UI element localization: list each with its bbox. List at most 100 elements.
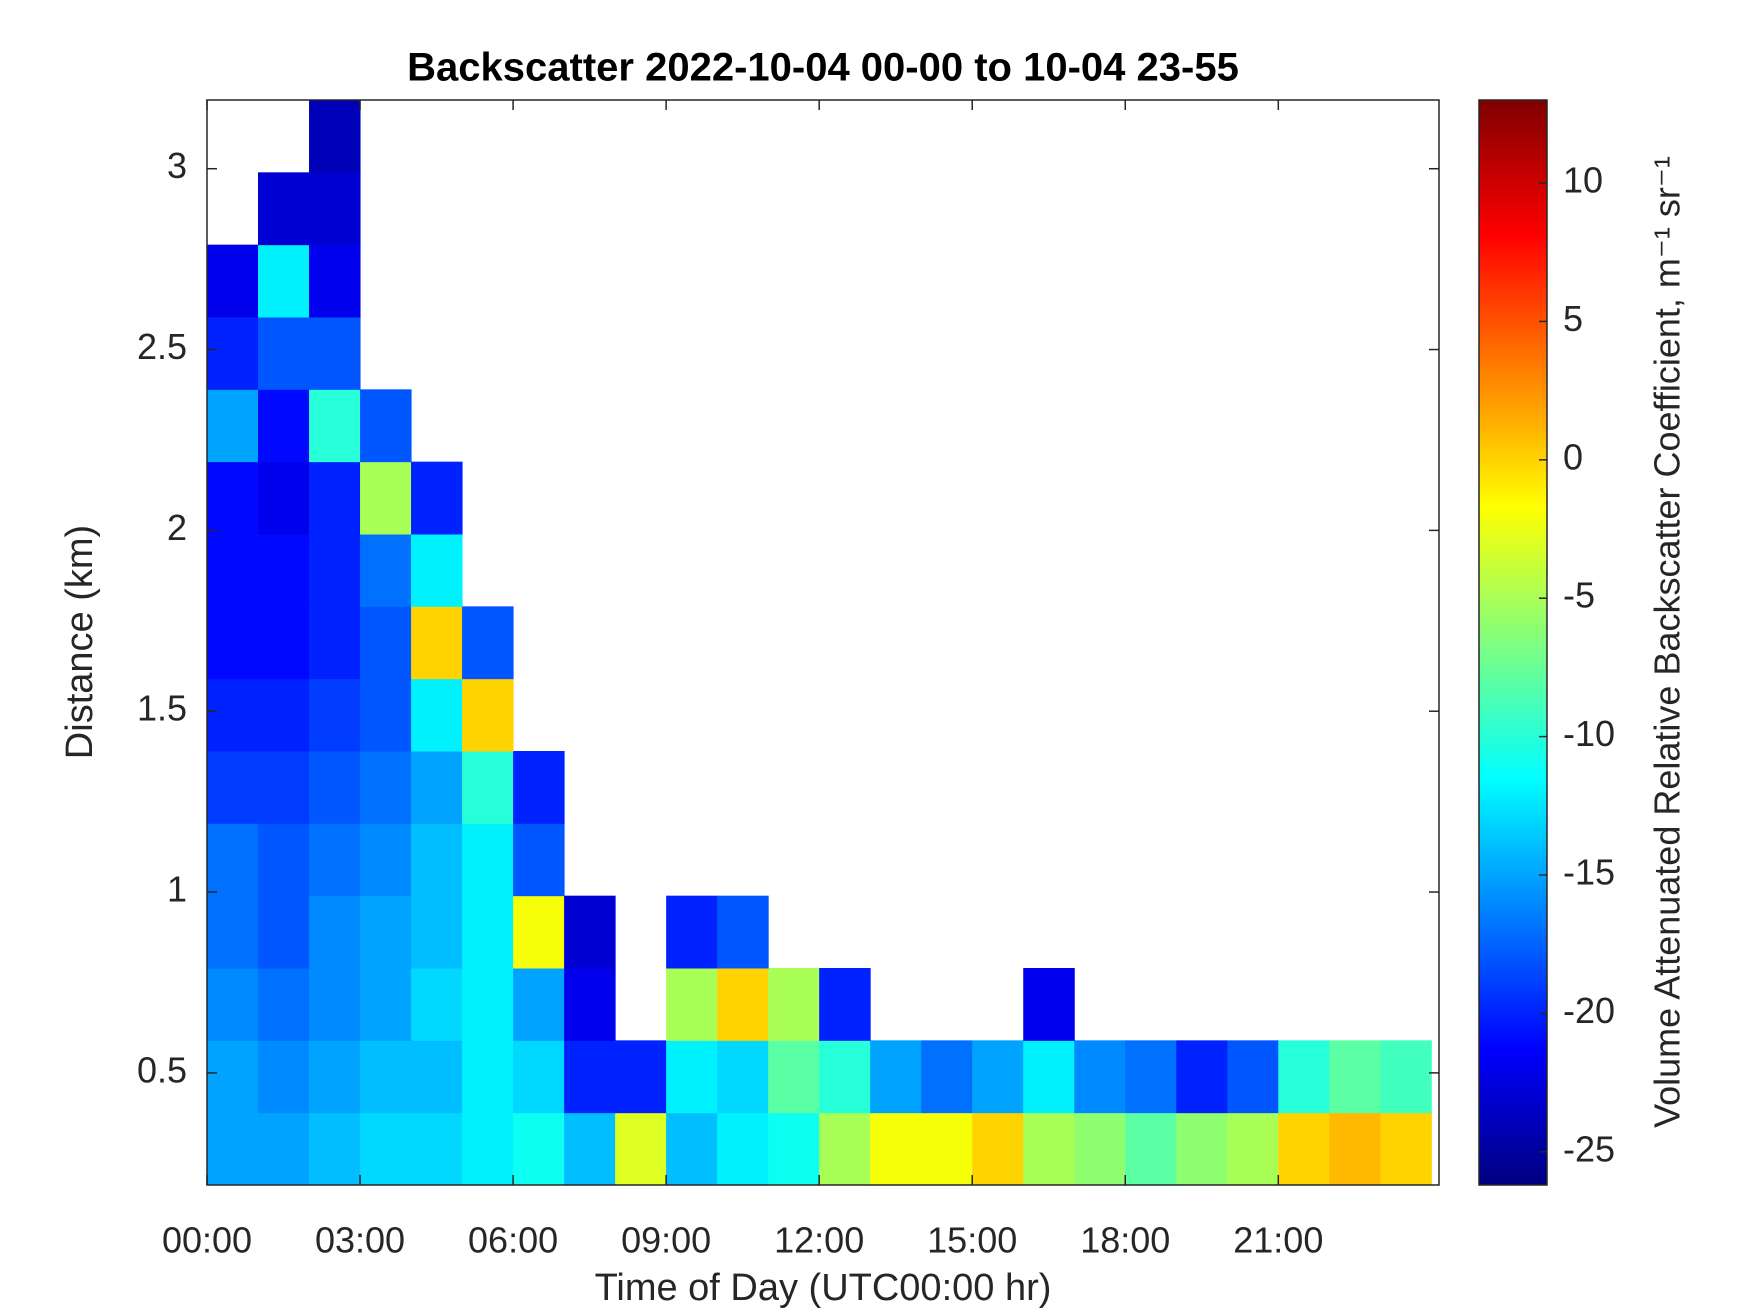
x-tick-label: 12:00 (774, 1220, 864, 1261)
heatmap-cell (564, 1112, 616, 1186)
heatmap-cell (360, 534, 412, 607)
heatmap-cell (309, 606, 361, 680)
heatmap-cell (309, 1040, 361, 1114)
heatmap-cell (564, 895, 616, 969)
heatmap-cell (411, 606, 463, 680)
heatmap-cell (411, 678, 463, 752)
heatmap-cell (309, 100, 361, 173)
heatmap-cell (360, 461, 412, 535)
heatmap-cell (360, 895, 412, 969)
heatmap-cell (411, 751, 463, 824)
heatmap-cell (564, 968, 616, 1041)
colorbar-tick-label: -5 (1563, 575, 1595, 616)
heatmap-cell (462, 823, 514, 897)
y-tick-label: 0.5 (137, 1049, 187, 1090)
heatmap-cell (309, 244, 361, 318)
heatmap-cell (513, 968, 565, 1041)
heatmap-cell (1278, 1040, 1330, 1114)
heatmap-cell (411, 1112, 463, 1186)
heatmap-cell (207, 823, 259, 897)
heatmap-cell (819, 1040, 871, 1114)
heatmap-cell (870, 1040, 922, 1114)
x-tick-label: 21:00 (1233, 1220, 1323, 1261)
heatmap-cell (411, 461, 463, 535)
heatmap-cell (258, 389, 310, 463)
heatmap-cell (666, 895, 718, 969)
heatmap-cell (207, 317, 259, 390)
heatmap-cell (1074, 1040, 1126, 1114)
heatmap-cell (309, 823, 361, 897)
heatmap-cell (462, 678, 514, 752)
heatmap-cell (717, 1112, 769, 1186)
heatmap-cell (207, 895, 259, 969)
heatmap-cell (258, 895, 310, 969)
heatmap-cell (309, 317, 361, 390)
heatmap-cell (360, 389, 412, 463)
y-tick-label: 1 (167, 869, 187, 910)
heatmap-cell (1125, 1040, 1177, 1114)
heatmap-cell (309, 968, 361, 1041)
heatmap-cell (513, 1040, 565, 1114)
heatmap-cell (258, 823, 310, 897)
heatmap-cell (1329, 1112, 1381, 1186)
heatmap-cell (1227, 1112, 1279, 1186)
heatmap-cell (360, 751, 412, 824)
heatmap-cell (258, 751, 310, 824)
heatmap-cell (819, 968, 871, 1041)
heatmap-cell (1023, 1040, 1075, 1114)
plot-frame (206, 99, 1440, 1186)
heatmap-cell (462, 968, 514, 1041)
x-tick-label: 00:00 (162, 1220, 252, 1261)
heatmap-cell (309, 534, 361, 607)
heatmap-cell (309, 389, 361, 463)
colorbar-tick-label: -10 (1563, 713, 1615, 754)
heatmap-cell (1074, 1112, 1126, 1186)
heatmap-cell (258, 1112, 310, 1186)
heatmap-cell (1278, 1112, 1330, 1186)
x-tick-label: 09:00 (621, 1220, 711, 1261)
heatmap-cell (207, 678, 259, 752)
heatmap-cell (258, 461, 310, 535)
heatmap-cell (462, 1040, 514, 1114)
heatmap-cell (513, 751, 565, 824)
heatmap-cell (207, 1112, 259, 1186)
heatmap-cell (717, 1040, 769, 1114)
heatmap-cell (207, 751, 259, 824)
heatmap-cell (258, 1040, 310, 1114)
heatmap-cell (462, 895, 514, 969)
heatmap-cell (513, 823, 565, 897)
heatmap-cell (309, 678, 361, 752)
y-tick-label: 2 (167, 507, 187, 548)
heatmap-cell (258, 968, 310, 1041)
heatmap-cell (411, 968, 463, 1041)
heatmap-cell (360, 678, 412, 752)
colorbar-tick-label: -25 (1563, 1128, 1615, 1169)
chart-title: Backscatter 2022-10-04 00-00 to 10-04 23… (407, 46, 1239, 90)
heatmap-cell (360, 823, 412, 897)
heatmap-cell (309, 1112, 361, 1186)
heatmap-cell (768, 968, 820, 1041)
heatmap-cell (258, 172, 310, 246)
colorbar-tick-label: -15 (1563, 852, 1615, 893)
heatmap-cell (462, 606, 514, 680)
y-tick-label: 2.5 (137, 326, 187, 367)
colorbar-tick-label: 10 (1563, 160, 1603, 201)
heatmap-cell (462, 1112, 514, 1186)
heatmap-cell (1176, 1040, 1228, 1114)
x-tick-label: 18:00 (1080, 1220, 1170, 1261)
heatmap-cell (972, 1112, 1024, 1186)
heatmap-cell (207, 389, 259, 463)
x-tick-label: 06:00 (468, 1220, 558, 1261)
heatmap-cell (666, 968, 718, 1041)
y-tick-label: 3 (167, 145, 187, 186)
heatmap-cell (666, 1112, 718, 1186)
heatmap-cell (309, 461, 361, 535)
heatmap-cell (462, 751, 514, 824)
heatmap-cell (615, 1040, 667, 1114)
heatmap-cell (258, 606, 310, 680)
heatmap-cell (615, 1112, 667, 1186)
x-tick-label: 03:00 (315, 1220, 405, 1261)
colorbar-tick-label: -20 (1563, 990, 1615, 1031)
heatmap-cell (411, 895, 463, 969)
